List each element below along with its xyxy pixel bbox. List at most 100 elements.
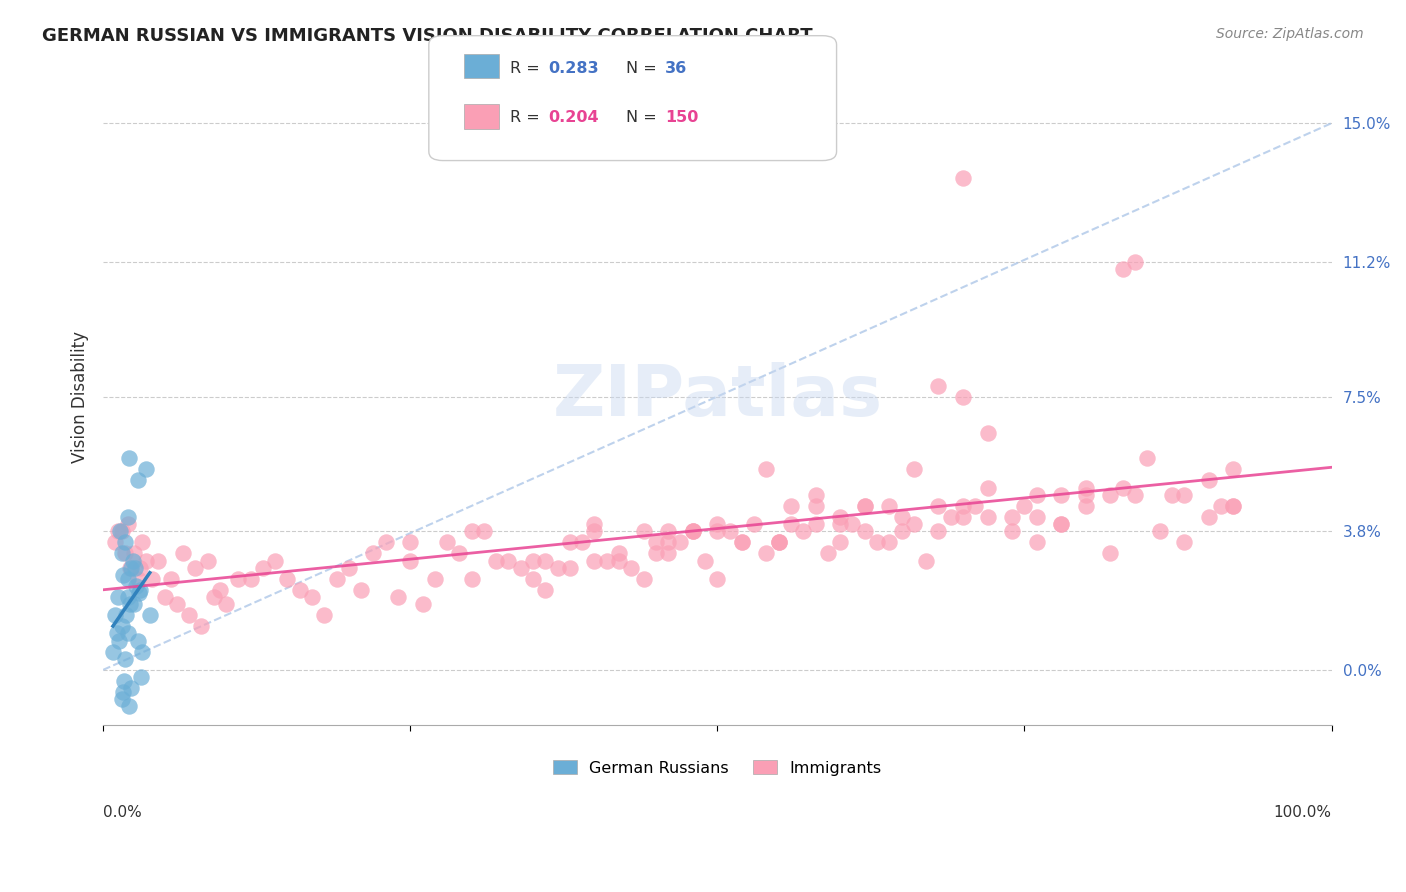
Point [215,597,238,611]
Point [768,535,790,549]
Point [645,535,668,549]
Point [571,535,593,549]
Text: Source: ZipAtlas.com: Source: ZipAtlas.com [1216,27,1364,41]
Point [853,499,876,513]
Point [976,509,998,524]
Point [107,590,129,604]
Point [1149,524,1171,539]
Point [104,608,127,623]
Point [633,572,655,586]
Point [159,572,181,586]
Point [1198,474,1220,488]
Point [264,553,287,567]
Point [1001,524,1024,539]
Y-axis label: Vision Disability: Vision Disability [72,331,89,463]
Point [1074,499,1097,513]
Point [276,572,298,586]
Point [1209,499,1232,513]
Point [141,572,163,586]
Point [1123,254,1146,268]
Point [131,645,153,659]
Point [111,568,134,582]
Point [903,462,925,476]
Point [1222,499,1244,513]
Point [412,597,434,611]
Point [976,481,998,495]
Point [314,608,336,623]
Point [693,553,716,567]
Text: 0.204: 0.204 [548,110,599,125]
Point [706,572,728,586]
Point [780,499,803,513]
Point [939,509,962,524]
Point [1099,546,1122,560]
Point [1050,488,1073,502]
Point [1173,488,1195,502]
Point [558,535,581,549]
Point [1173,535,1195,549]
Point [620,561,643,575]
Point [522,553,544,567]
Point [1025,535,1047,549]
Point [792,524,814,539]
Point [583,524,606,539]
Point [755,546,778,560]
Point [879,499,901,513]
Point [115,608,138,623]
Point [110,524,132,539]
Point [780,517,803,532]
Point [657,535,679,549]
Point [239,572,262,586]
Point [472,524,495,539]
Point [669,535,692,549]
Point [841,517,863,532]
Point [952,509,974,524]
Point [120,681,142,695]
Point [1074,488,1097,502]
Point [742,517,765,532]
Point [449,546,471,560]
Point [128,586,150,600]
Legend: German Russians, Immigrants: German Russians, Immigrants [547,754,889,782]
Point [122,546,145,560]
Text: R =: R = [510,110,546,125]
Point [645,546,668,560]
Point [226,572,249,586]
Point [1014,499,1036,513]
Point [915,553,938,567]
Point [534,553,557,567]
Point [558,561,581,575]
Point [830,517,852,532]
Point [101,645,124,659]
Point [122,597,145,611]
Point [117,517,139,532]
Point [890,524,912,539]
Point [1025,488,1047,502]
Point [1160,488,1182,502]
Point [127,474,149,488]
Point [118,451,141,466]
Point [682,524,704,539]
Point [110,524,132,539]
Point [118,699,141,714]
Point [172,546,194,560]
Point [1198,509,1220,524]
Point [125,579,148,593]
Point [890,509,912,524]
Point [965,499,987,513]
Point [252,561,274,575]
Point [1136,451,1159,466]
Point [387,590,409,604]
Point [374,535,396,549]
Point [436,535,458,549]
Point [202,590,225,604]
Point [804,488,827,502]
Point [129,670,152,684]
Point [927,524,949,539]
Point [866,535,889,549]
Point [879,535,901,549]
Point [166,597,188,611]
Point [583,553,606,567]
Point [112,673,135,688]
Point [657,546,679,560]
